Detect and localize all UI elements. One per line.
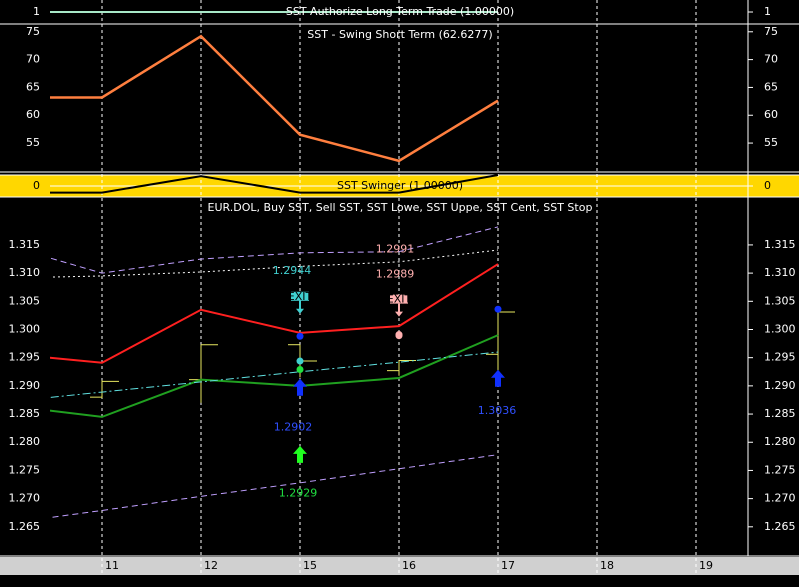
signal-dot — [296, 332, 304, 340]
y-tick-label: 0 — [764, 179, 771, 192]
value-label: 1.2944 — [273, 264, 312, 277]
value-label: 1.3036 — [478, 404, 517, 417]
x-tick-label: 18 — [600, 559, 614, 572]
y-tick-label: 60 — [26, 108, 40, 121]
series-line — [50, 334, 499, 418]
y-tick-label: 1 — [764, 5, 771, 18]
series-line — [50, 226, 499, 274]
panel-title: SST Authorize Long Term Trade (1.00000) — [286, 5, 514, 18]
signal-dot — [296, 357, 304, 365]
y-tick-label: 1.270 — [9, 492, 41, 505]
exit-arrow — [395, 303, 403, 317]
y-tick-label: 70 — [26, 53, 40, 66]
y-tick-label: 55 — [764, 136, 778, 149]
panel-title: EUR.DOL, Buy SST, Sell SST, SST Lowe, SS… — [208, 201, 593, 214]
panel-title: SST Swinger (1.00000) — [337, 179, 463, 192]
y-tick-label: 1.285 — [764, 407, 796, 420]
y-tick-label: 75 — [26, 25, 40, 38]
y-tick-label: 1.315 — [9, 238, 41, 251]
y-tick-label: 1.310 — [764, 266, 796, 279]
series-line — [50, 263, 499, 364]
x-tick-label: 15 — [303, 559, 317, 572]
panel-title: SST - Swing Short Term (62.6277) — [307, 28, 492, 41]
y-tick-label: 1.305 — [764, 294, 796, 307]
series-line — [50, 34, 499, 163]
y-tick-label: 1.295 — [9, 351, 41, 364]
value-label: 1.2989 — [376, 268, 415, 281]
y-tick-label: 1.265 — [9, 520, 41, 533]
y-tick-label: 1.290 — [9, 379, 41, 392]
y-tick-label: 1.315 — [764, 238, 796, 251]
y-tick-label: 0 — [33, 179, 40, 192]
series-line — [50, 174, 499, 194]
y-tick-label: 1.280 — [9, 435, 41, 448]
value-label: 1.2902 — [274, 421, 313, 434]
y-tick-label: 1.275 — [764, 463, 796, 476]
y-tick-label: 1.295 — [764, 351, 796, 364]
signal-dot — [395, 332, 403, 340]
exit-box — [390, 294, 408, 304]
series-line — [50, 454, 499, 519]
series-line — [50, 351, 499, 398]
exit-arrow — [296, 300, 304, 314]
y-tick-label: 70 — [764, 53, 778, 66]
x-tick-label: 16 — [402, 559, 416, 572]
y-tick-label: 1.285 — [9, 407, 41, 420]
buy-arrow — [491, 369, 505, 387]
signal-dot — [296, 366, 304, 374]
buy-arrow — [293, 378, 307, 396]
x-tick-label: 17 — [501, 559, 515, 572]
y-tick-label: 1.300 — [764, 322, 796, 335]
y-tick-label: 1.300 — [9, 322, 41, 335]
exit-label: EXIT — [387, 293, 412, 306]
y-tick-label: 55 — [26, 136, 40, 149]
y-tick-label: 1 — [33, 5, 40, 18]
exit-label: EXIT — [288, 290, 313, 303]
x-tick-label: 11 — [105, 559, 119, 572]
x-tick-label: 12 — [204, 559, 218, 572]
y-tick-label: 1.280 — [764, 435, 796, 448]
y-tick-label: 65 — [764, 80, 778, 93]
y-tick-label: 75 — [764, 25, 778, 38]
buy-arrow — [293, 445, 307, 463]
y-tick-label: 1.290 — [764, 379, 796, 392]
y-tick-label: 1.310 — [9, 266, 41, 279]
y-tick-label: 1.270 — [764, 492, 796, 505]
exit-box — [291, 291, 309, 301]
y-tick-label: 65 — [26, 80, 40, 93]
y-tick-label: 1.275 — [9, 463, 41, 476]
value-label: 1.2929 — [279, 487, 318, 500]
signal-dot — [494, 305, 502, 313]
y-tick-label: 1.265 — [764, 520, 796, 533]
plot-area: EXIT EXIT 1.2944 1.2929 1.2902 1.2991 1.2989 1.… — [50, 11, 748, 519]
y-tick-label: 1.305 — [9, 294, 41, 307]
value-label: 1.2991 — [376, 243, 415, 256]
y-tick-label: 60 — [764, 108, 778, 121]
x-tick-label: 19 — [699, 559, 713, 572]
